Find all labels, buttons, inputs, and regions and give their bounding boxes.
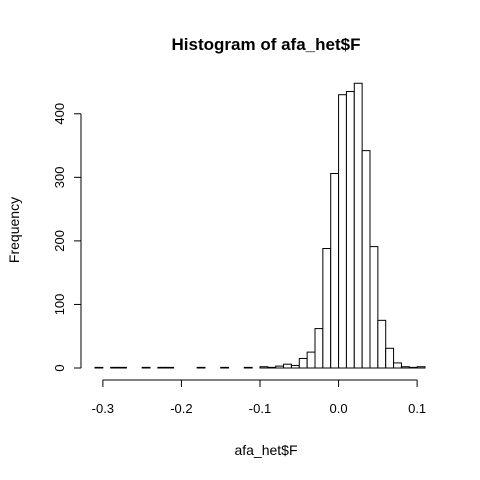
histogram-bar	[110, 366, 120, 369]
histogram-bar	[377, 319, 387, 369]
histogram-bar	[157, 366, 167, 369]
histogram-bar	[385, 347, 395, 369]
y-axis-label: Frequency	[6, 197, 22, 263]
histogram-bar	[94, 366, 104, 369]
x-tick-label: -0.1	[249, 401, 271, 416]
histogram-bar	[393, 362, 402, 369]
histogram-bar	[353, 82, 363, 369]
histogram-bar	[369, 246, 379, 369]
y-tick-label: 0	[52, 364, 67, 371]
x-tick-label: 0.0	[330, 401, 348, 416]
x-tick-label: -0.3	[92, 401, 114, 416]
histogram-bar	[275, 365, 285, 369]
histogram-bar	[259, 366, 269, 369]
histogram-bar	[330, 173, 340, 369]
x-axis-label: afa_het$F	[234, 442, 297, 458]
y-tick-label: 300	[52, 166, 67, 188]
histogram-bar	[408, 366, 418, 369]
x-axis: -0.3 -0.2 -0.1 0.0 0.1	[92, 379, 426, 416]
histogram-bar	[306, 351, 316, 369]
histogram-bar	[345, 91, 355, 369]
histogram-bar	[416, 366, 426, 369]
histogram-bar	[283, 363, 292, 369]
histogram-bar	[165, 366, 175, 369]
chart-title: Histogram of afa_het$F	[172, 35, 361, 54]
histogram-bar	[243, 366, 253, 369]
histogram-bars	[94, 82, 426, 369]
histogram-bar	[118, 366, 127, 369]
histogram-bar	[314, 328, 324, 369]
histogram-bar	[290, 364, 300, 369]
histogram-bar	[338, 94, 347, 369]
histogram-bar	[361, 150, 371, 369]
histogram-bar	[322, 248, 332, 369]
histogram-bar	[298, 357, 308, 369]
x-tick-label: -0.2	[170, 401, 192, 416]
y-tick-label: 200	[52, 230, 67, 252]
y-tick-label: 100	[52, 294, 67, 316]
histogram-bar	[267, 366, 277, 369]
y-axis: 0 100 200 300 400	[52, 103, 82, 372]
y-tick-label: 400	[52, 103, 67, 125]
histogram-bar	[400, 366, 410, 369]
x-tick-label: 0.1	[408, 401, 426, 416]
histogram-bar	[141, 366, 151, 369]
histogram-bar	[196, 366, 206, 369]
histogram-bar	[220, 366, 230, 369]
